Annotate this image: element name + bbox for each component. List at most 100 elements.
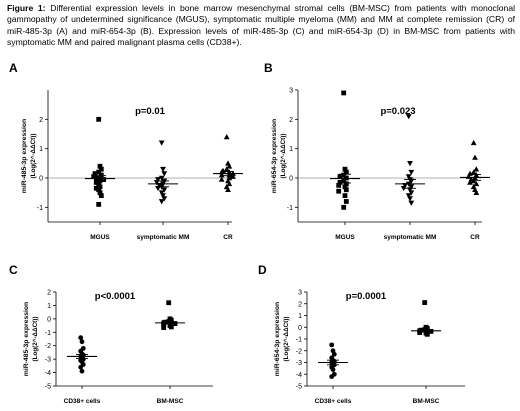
y-axis-unit: (Log(2^-ΔΔCt)) (279, 134, 287, 179)
data-point (223, 134, 230, 140)
data-point (91, 174, 97, 179)
p-value-label: p=0.01 (135, 106, 166, 117)
data-point (226, 163, 233, 169)
x-tick-label: symptomatic MM (137, 234, 190, 241)
data-point (405, 193, 412, 199)
data-point (400, 185, 407, 192)
data-point (473, 166, 480, 172)
panel-letter: A (9, 61, 18, 75)
x-tick-label: CD38+ cells (315, 398, 352, 405)
data-point (336, 188, 342, 194)
data-point (422, 300, 428, 305)
data-point (161, 322, 167, 328)
data-point (158, 175, 165, 181)
y-tick-label: 0 (47, 316, 51, 323)
data-point (341, 178, 347, 184)
panel-letter: D (258, 263, 267, 277)
data-point (343, 187, 349, 193)
data-point (407, 187, 413, 193)
figure-caption: Figure 1: Differential expression levels… (7, 3, 515, 48)
y-axis-unit: (Log(2^-ΔΔCt)) (29, 134, 37, 179)
y-axis-label: miR-485-3p expression (23, 302, 30, 376)
y-tick-label: -1 (287, 205, 293, 212)
data-point (161, 171, 168, 177)
x-tick-label: CD38+ cells (64, 398, 101, 405)
data-point (329, 342, 335, 348)
data-point (97, 163, 103, 169)
data-point (337, 180, 343, 185)
data-point (343, 169, 349, 175)
data-point (166, 300, 172, 306)
y-tick-label: -2 (45, 343, 51, 350)
data-point (96, 202, 102, 207)
data-point (331, 351, 337, 357)
y-tick-label: 3 (298, 290, 302, 297)
x-tick-label: CR (470, 234, 480, 241)
data-point (473, 180, 480, 187)
data-point (341, 172, 347, 178)
p-value-label: p=0.0001 (346, 291, 387, 302)
data-point (342, 184, 348, 190)
data-point (161, 325, 167, 330)
data-point (467, 179, 473, 185)
y-tick-label: 1 (289, 146, 293, 153)
data-point (407, 161, 413, 167)
data-point (336, 182, 342, 188)
data-point (408, 200, 415, 206)
data-point (93, 175, 99, 181)
data-point (408, 190, 415, 196)
y-tick-label: -5 (45, 384, 51, 391)
data-point (407, 196, 413, 202)
y-tick-label: -3 (45, 357, 51, 364)
data-point (343, 181, 349, 187)
data-point (472, 154, 478, 160)
y-tick-label: 0 (298, 325, 302, 332)
y-tick-label: -1 (45, 330, 51, 337)
data-point (424, 331, 430, 337)
data-point (160, 193, 166, 199)
data-point (160, 166, 166, 173)
data-point (155, 177, 161, 183)
y-tick-label: -1 (37, 205, 43, 212)
data-point (470, 139, 477, 146)
data-point (97, 184, 103, 190)
data-point (473, 189, 480, 195)
panel-letter: B (264, 61, 273, 75)
y-tick-label: 2 (289, 117, 293, 124)
data-point (153, 180, 160, 186)
data-point (96, 169, 102, 175)
x-tick-label: CR (223, 234, 233, 241)
y-tick-label: 2 (298, 301, 302, 308)
data-point (96, 181, 102, 187)
y-tick-label: 0 (39, 176, 43, 183)
data-point (218, 176, 225, 182)
data-point (168, 317, 174, 323)
y-tick-label: 2 (47, 290, 51, 297)
data-point (98, 193, 104, 198)
x-tick-label: BM-MSC (413, 398, 440, 405)
data-point (417, 330, 423, 335)
y-axis-label: miR-654-3p expression (271, 119, 278, 193)
data-point (161, 196, 168, 202)
panel-letter: C (9, 263, 18, 277)
y-axis-unit: (Log(2^-ΔΔCt)) (31, 317, 39, 362)
data-point (158, 199, 165, 205)
data-point (101, 177, 107, 182)
y-axis-unit: (Log(2^-ΔΔCt)) (282, 317, 290, 362)
y-tick-label: -3 (296, 360, 302, 367)
data-point (343, 175, 349, 181)
data-point (405, 174, 412, 180)
data-point (342, 166, 348, 172)
data-point (225, 186, 231, 193)
data-point (342, 193, 348, 198)
data-point (78, 364, 84, 370)
p-value-label: p<0.0001 (95, 291, 136, 302)
data-point (79, 368, 85, 374)
x-tick-label: BM-MSC (157, 398, 184, 405)
data-point (78, 335, 84, 341)
y-tick-label: -1 (296, 337, 302, 344)
y-axis-label: miR-485-3p expression (21, 119, 28, 193)
data-point (155, 185, 161, 192)
data-point (98, 172, 104, 178)
